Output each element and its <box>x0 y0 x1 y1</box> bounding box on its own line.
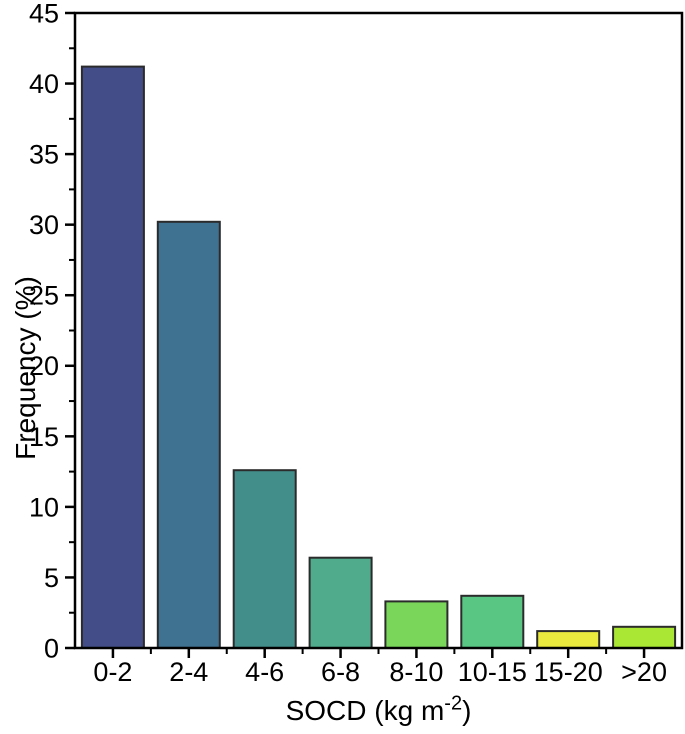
y-axis-title: Frequency (%) <box>10 276 41 460</box>
x-axis-title-superscript: -2 <box>444 692 463 715</box>
bar <box>156 220 221 650</box>
bar <box>232 469 297 650</box>
x-tick-label: 6-8 <box>321 657 360 687</box>
y-tick-label: 15 <box>29 422 59 452</box>
y-tick-label: 0 <box>44 633 59 663</box>
y-tick-label: 45 <box>29 0 59 28</box>
bar <box>384 600 449 650</box>
x-tick-label: 10-15 <box>458 657 527 687</box>
x-tick-label: 8-10 <box>389 657 443 687</box>
y-tick-label: 30 <box>29 210 59 240</box>
y-tick-label: 20 <box>29 351 59 381</box>
bar <box>612 625 677 649</box>
bar <box>536 630 601 649</box>
y-tick-label: 10 <box>29 492 59 522</box>
x-tick-label: 4-6 <box>245 657 284 687</box>
bar <box>308 556 373 650</box>
x-tick-label: >20 <box>621 657 667 687</box>
y-tick-label: 35 <box>29 140 59 170</box>
x-axis-title: SOCD (kg m-2) <box>75 694 682 726</box>
x-axis-title-text: SOCD (kg m <box>285 695 445 726</box>
bar <box>460 594 525 649</box>
x-tick-label: 2-4 <box>169 657 208 687</box>
y-tick-label: 25 <box>29 281 59 311</box>
y-tick-label: 40 <box>29 69 59 99</box>
y-tick-label: 5 <box>44 563 59 593</box>
x-axis-title-suffix: ) <box>462 695 472 726</box>
x-tick-label: 0-2 <box>93 657 132 687</box>
x-tick-label: 15-20 <box>534 657 603 687</box>
bar <box>80 65 145 650</box>
